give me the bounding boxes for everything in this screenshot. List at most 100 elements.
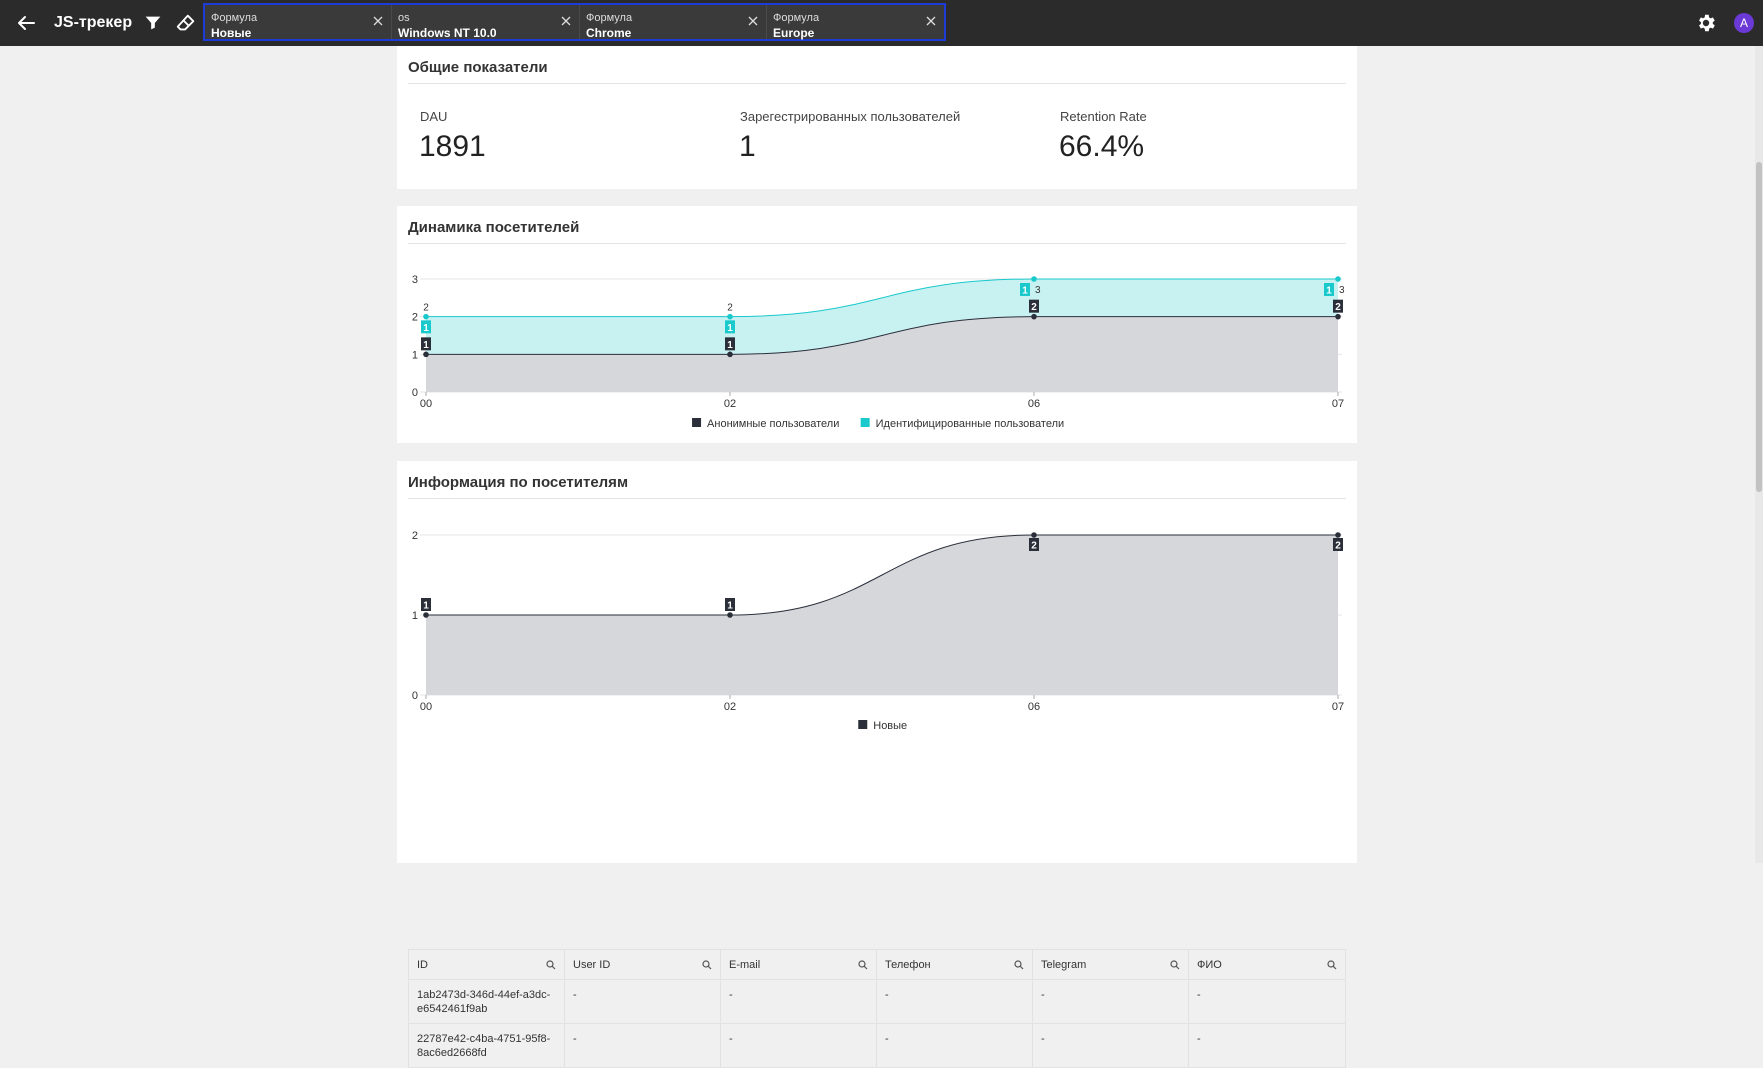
table-cell: - [1188, 1023, 1346, 1068]
data-point [727, 351, 733, 358]
legend-label: Анонимные пользователи [707, 418, 839, 430]
table-row[interactable]: 1ab2473d-346d-44ef-a3dc-e6542461f9ab - -… [408, 979, 1346, 1024]
kpi-label: DAU [420, 109, 448, 124]
data-label-bg [725, 320, 735, 334]
filter-chip-label: Формула [586, 12, 633, 24]
series-area [426, 535, 1338, 695]
column-header[interactable]: User ID [564, 949, 721, 980]
data-point [1335, 276, 1341, 282]
x-tick-label: 00 [420, 398, 432, 410]
search-icon[interactable] [858, 960, 868, 970]
y-tick-label: 1 [412, 610, 418, 622]
filter-chip-label: os [398, 12, 410, 24]
filter-chip-value: Новые [211, 26, 252, 40]
data-label-bg [725, 598, 735, 611]
back-arrow-icon[interactable] [14, 11, 38, 35]
x-tick-label: 06 [1028, 398, 1040, 410]
top-bar: JS-трекер Формула Новые os Windows NT 10… [0, 0, 1763, 46]
y-tick-label: 0 [412, 690, 418, 702]
data-label: 1 [1022, 286, 1028, 297]
legend-label: Новые [873, 720, 907, 732]
x-tick-label: 02 [724, 701, 736, 713]
search-icon[interactable] [1327, 960, 1337, 970]
search-icon[interactable] [1014, 960, 1024, 970]
data-point [1031, 313, 1037, 320]
data-label-bg [1029, 538, 1039, 551]
column-header[interactable]: Telegram [1032, 949, 1189, 980]
search-icon[interactable] [546, 960, 556, 970]
column-header-label: Телефон [885, 958, 931, 971]
column-header-label: Telegram [1041, 958, 1087, 971]
data-label: 2 [1335, 541, 1341, 552]
table-cell: - [876, 979, 1033, 1024]
filter-icon[interactable] [142, 12, 164, 34]
filter-chip[interactable]: Формула Новые [205, 5, 392, 40]
total-label: 2 [423, 303, 429, 314]
avatar[interactable]: A [1734, 13, 1754, 33]
data-label: 2 [1031, 302, 1037, 313]
filter-chip-label: Формула [773, 12, 820, 24]
filter-chip[interactable]: os Windows NT 10.0 [392, 5, 580, 40]
data-label: 2 [1031, 541, 1037, 552]
filter-chips: Формула Новые os Windows NT 10.0 Формула… [203, 3, 946, 41]
data-label-bg [1333, 538, 1343, 551]
x-tick-label: 02 [724, 398, 736, 410]
close-icon[interactable] [748, 16, 758, 26]
close-icon[interactable] [926, 16, 936, 26]
x-tick-label: 07 [1332, 398, 1344, 410]
gear-icon[interactable] [1695, 12, 1717, 34]
data-label: 1 [423, 601, 429, 612]
data-label-bg [1020, 283, 1030, 296]
table-cell: - [564, 979, 721, 1024]
visitors-info-panel: Информация по посетителям 0 1 2 00 02 06 07 1 1 2… [397, 461, 1357, 1068]
data-label: 1 [423, 323, 429, 334]
divider [408, 498, 1346, 499]
filter-chip[interactable]: Формула Chrome [580, 5, 767, 40]
column-header[interactable]: E-mail [720, 949, 877, 980]
table-cell: - [720, 979, 877, 1024]
data-label-bg [421, 598, 431, 611]
panel-title: Общие показатели [408, 59, 548, 76]
legend-label: Идентифицированные пользователи [876, 418, 1065, 430]
data-label-bg [421, 320, 431, 334]
series-line [426, 316, 1338, 355]
dynamics-panel: Динамика посетителей 0 1 2 3 00 02 06 07 1 1 2 1 1 2 2… [397, 206, 1357, 443]
column-header[interactable]: Телефон [876, 949, 1033, 980]
column-header[interactable]: ID [408, 949, 565, 980]
filter-chip-value: Chrome [586, 26, 632, 40]
data-label: 1 [727, 323, 733, 334]
column-header-label: ФИО [1197, 958, 1222, 971]
x-tick-label: 06 [1028, 701, 1040, 713]
data-label: 1 [1326, 286, 1332, 297]
data-point [1031, 276, 1037, 282]
column-header[interactable]: ФИО [1188, 949, 1346, 980]
close-icon[interactable] [373, 16, 383, 26]
column-header-label: E-mail [729, 958, 761, 971]
data-label: 1 [727, 601, 733, 612]
summary-panel: Общие показатели DAU 1891 Зарегестрирова… [397, 46, 1357, 189]
search-icon[interactable] [1170, 960, 1180, 970]
data-label: 2 [1335, 302, 1341, 313]
y-tick-label: 3 [412, 274, 418, 286]
series-line [426, 278, 1338, 318]
legend-swatch [860, 418, 870, 427]
kpi-label: Зарегестрированных пользователей [740, 109, 961, 124]
eraser-icon[interactable] [175, 12, 197, 34]
data-point [423, 351, 429, 358]
filter-chip-value: Windows NT 10.0 [398, 26, 497, 40]
filter-chip[interactable]: Формула Europe [767, 5, 944, 40]
table-cell: - [1032, 979, 1189, 1024]
kpi-value: 1 [739, 130, 756, 163]
table-row[interactable]: 22787e42-c4ba-4751-95f8-8ac6ed2668fd - -… [408, 1023, 1346, 1068]
filter-chip-value: Europe [773, 26, 815, 40]
close-icon[interactable] [561, 16, 571, 26]
legend-swatch [692, 418, 702, 427]
data-label: 1 [727, 340, 733, 351]
scrollbar-thumb[interactable] [1756, 162, 1762, 492]
total-label: 3 [1339, 285, 1345, 296]
data-label-bg [725, 337, 735, 351]
data-label-bg [1029, 299, 1039, 313]
search-icon[interactable] [702, 960, 712, 970]
